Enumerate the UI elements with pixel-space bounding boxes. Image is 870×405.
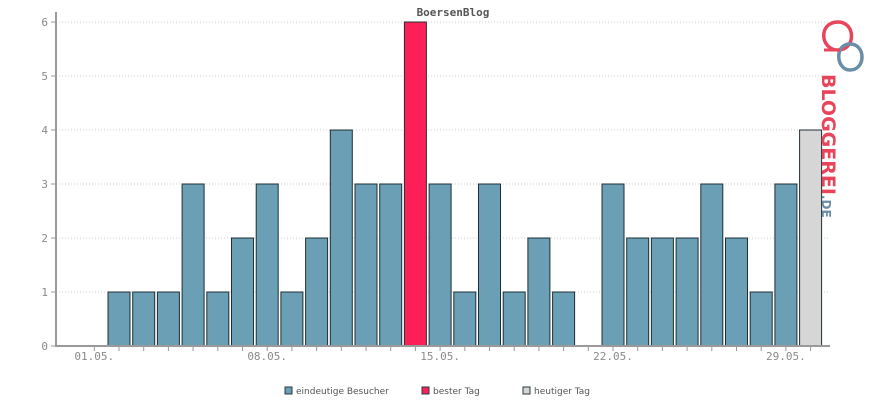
bar [354, 183, 378, 347]
bar [453, 291, 477, 347]
bar [552, 291, 576, 347]
bloggerei-logo-icon [822, 20, 864, 72]
legend: eindeutige Besucher bester Tag heutiger Ta… [284, 386, 590, 397]
x-tick-label: 01.05. [74, 350, 114, 363]
bar [700, 183, 724, 347]
y-tick-label: 1 [41, 286, 48, 299]
bar [774, 183, 798, 347]
legend-swatch [522, 386, 531, 395]
legend-label: bester Tag [433, 387, 480, 397]
y-tick-label: 0 [41, 340, 48, 353]
bloggerei-logo-wordmark: BLOGGEREI.DE [817, 74, 839, 218]
bar [502, 291, 526, 347]
bar [428, 183, 452, 347]
legend-label: eindeutige Besucher [296, 387, 389, 397]
y-tick-label: 2 [41, 232, 48, 245]
bar [601, 183, 625, 347]
bar [181, 183, 205, 347]
legend-swatch [284, 386, 293, 395]
bar [329, 129, 353, 347]
legend-item-best: bester Tag [421, 386, 480, 397]
bar [132, 291, 156, 347]
x-tick-label: 08.05. [247, 350, 287, 363]
x-tick-label: 15.05. [420, 350, 460, 363]
bar-best-day [403, 21, 427, 347]
bar [650, 237, 674, 347]
y-tick-label: 5 [41, 70, 48, 83]
bar [231, 237, 254, 347]
bar [156, 291, 180, 347]
bar [206, 291, 230, 347]
y-tick-label: 3 [41, 178, 48, 191]
x-tick-label: 29.05. [766, 350, 806, 363]
bar [749, 291, 773, 347]
y-tick-label: 6 [41, 16, 48, 29]
y-tick-label: 4 [41, 124, 48, 137]
legend-label: heutiger Tag [534, 387, 590, 397]
x-tick-label: 22.05. [593, 350, 633, 363]
bars [107, 21, 823, 347]
bar [626, 237, 650, 347]
bar [107, 291, 131, 347]
bar [675, 237, 699, 347]
legend-item-normal: eindeutige Besucher [284, 386, 389, 397]
bar [725, 237, 748, 347]
bar [478, 183, 501, 347]
legend-item-today: heutiger Tag [522, 386, 590, 397]
bar [379, 183, 403, 347]
bloggerei-logo: BLOGGEREI.DE [817, 20, 864, 218]
bar [280, 291, 304, 347]
axes: 0 1 2 3 4 5 6 01.05. 08.05. 15.05. 22.05. 29.05. [41, 12, 830, 363]
chart-title: BoersenBlog [417, 6, 490, 19]
bar [255, 183, 279, 347]
bar [305, 237, 329, 347]
bar [527, 237, 551, 347]
legend-swatch [421, 386, 430, 395]
